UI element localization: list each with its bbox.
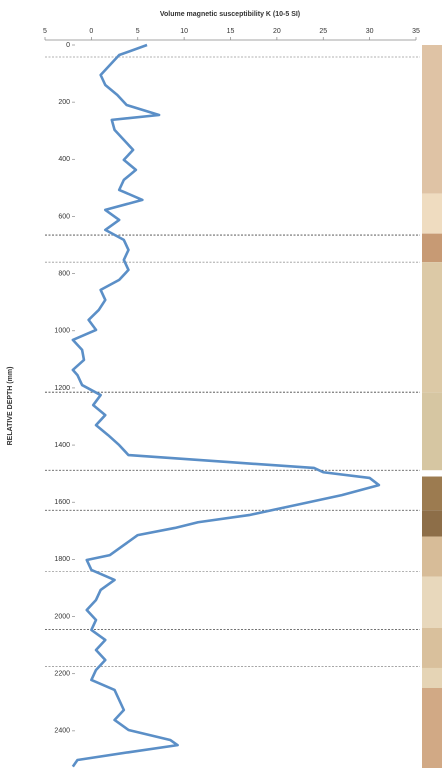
x-tick-label: 25 (319, 28, 327, 35)
y-tick-label: 1000 (54, 328, 70, 335)
strip-band (422, 576, 442, 628)
data-line (71, 43, 381, 768)
y-tick-label: 800 (58, 270, 70, 277)
y-tick-label: 200 (58, 99, 70, 106)
y-tick-label: 0 (66, 42, 70, 49)
strip-band (422, 392, 442, 471)
chart-title: Volume magnetic susceptibility K (10-5 S… (160, 11, 300, 18)
x-tick-label: 5 (43, 28, 47, 35)
x-tick-label: 30 (366, 28, 374, 35)
y-tick-label: 600 (58, 213, 70, 220)
strip-band (422, 627, 442, 668)
x-tick-label: 5 (136, 28, 140, 35)
strip-band (422, 193, 442, 234)
y-tick-label: 2400 (54, 728, 70, 735)
x-tick-label: 20 (273, 28, 281, 35)
y-axis-label: RELATIVE DEPTH (mm) (7, 367, 14, 446)
strip-band (422, 667, 442, 688)
y-tick-label: 1400 (54, 442, 70, 449)
strip-band (422, 233, 442, 263)
strip-band (422, 510, 442, 537)
y-tick-label: 1800 (54, 556, 70, 563)
x-tick-label: 10 (180, 28, 188, 35)
y-tick-label: 2000 (54, 613, 70, 620)
x-tick-label: 0 (89, 28, 93, 35)
y-tick-label: 1600 (54, 499, 70, 506)
strip-band (422, 262, 442, 393)
strip-band (422, 687, 442, 768)
strip-band (422, 536, 442, 577)
y-tick-label: 2200 (54, 671, 70, 678)
x-tick-label: 15 (227, 28, 235, 35)
y-tick-label: 400 (58, 156, 70, 163)
strip-band (422, 45, 442, 194)
strip-band (422, 476, 442, 511)
x-tick-label: 35 (412, 28, 420, 35)
y-tick-label: 1200 (54, 385, 70, 392)
